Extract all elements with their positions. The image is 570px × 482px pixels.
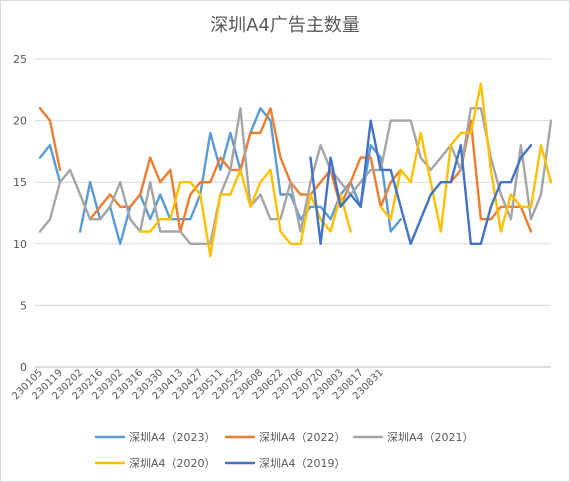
series-line — [38, 107, 533, 233]
y-tick-label: 20 — [13, 115, 27, 128]
y-tick-label: 0 — [20, 361, 27, 374]
chart-title: 深圳A4广告主数量 — [210, 15, 360, 36]
legend-label: 深圳A4（2023） — [129, 431, 216, 444]
series-line — [309, 119, 533, 245]
y-tick-label: 15 — [13, 176, 27, 189]
y-tick-label: 25 — [13, 53, 27, 66]
legend-label: 深圳A4（2019） — [259, 457, 346, 470]
legend-item: 深圳A4（2020） — [94, 457, 216, 470]
legend-item: 深圳A4（2023） — [94, 431, 216, 444]
legend-item: 深圳A4（2019） — [224, 457, 346, 470]
series-line — [38, 107, 402, 245]
legend-label: 深圳A4（2020） — [129, 457, 216, 470]
y-tick-label: 10 — [13, 238, 27, 251]
series-line — [38, 107, 553, 245]
legend-item: 深圳A4（2022） — [224, 431, 346, 444]
legend-label: 深圳A4（2021） — [387, 431, 474, 444]
series-line — [139, 82, 553, 258]
legend-label: 深圳A4（2022） — [259, 431, 346, 444]
legend-item: 深圳A4（2021） — [352, 431, 474, 444]
y-tick-label: 5 — [20, 299, 27, 312]
